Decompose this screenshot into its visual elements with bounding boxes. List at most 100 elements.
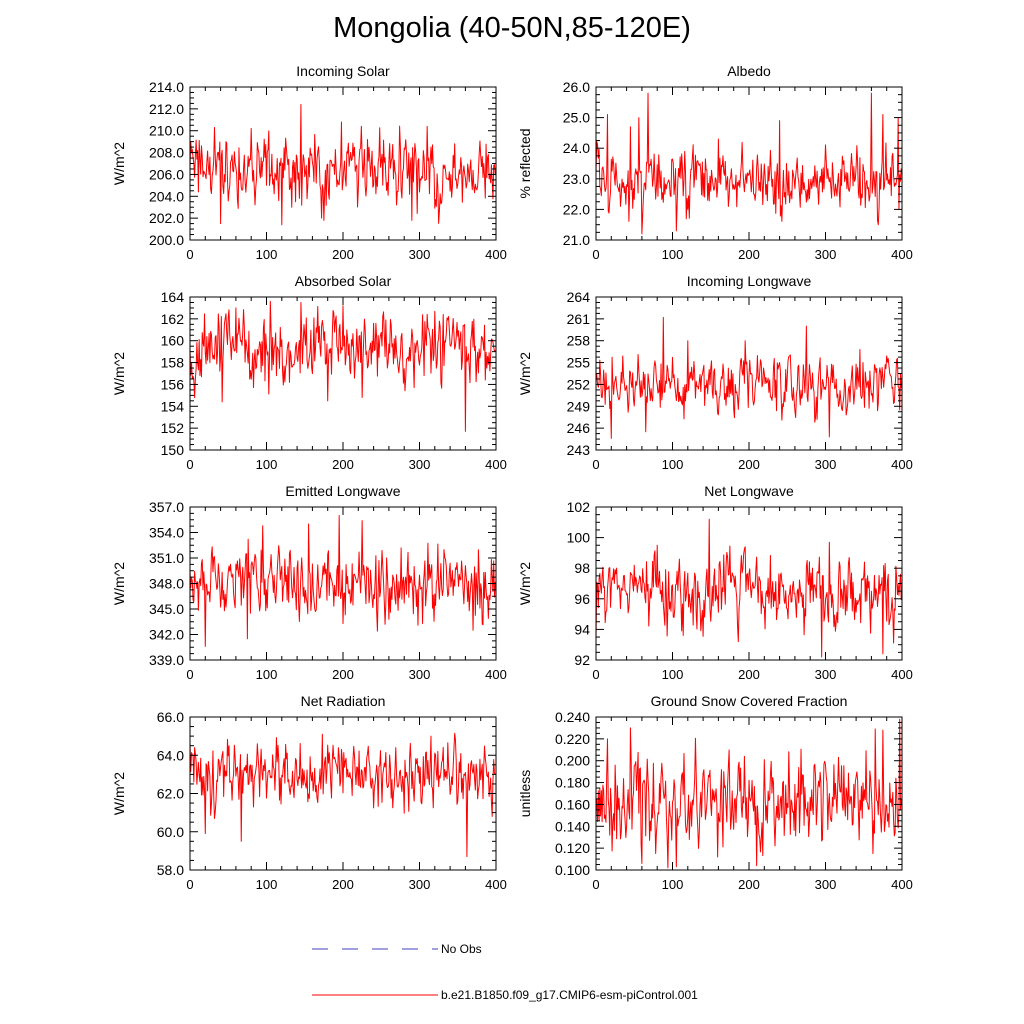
series-line: [595, 718, 902, 869]
x-tick-label: 200: [332, 247, 354, 262]
y-tick-label: 60.0: [157, 824, 184, 840]
y-tick-label: 150: [161, 442, 185, 458]
x-tick-label: 100: [256, 457, 278, 472]
panel-title: Incoming Solar: [296, 63, 390, 79]
chart-panel: Absorbed Solar W/m^2 0 100 200 300 400 150 152 15…: [111, 273, 507, 472]
y-tick-label: 0.100: [555, 862, 590, 878]
x-tick-label: 400: [485, 247, 507, 262]
x-tick-label: 0: [186, 247, 193, 262]
x-tick-label: 300: [815, 247, 837, 262]
x-tick-label: 0: [592, 247, 599, 262]
series-line: [595, 316, 902, 439]
chart-panel: Net Radiation W/m^2 0 100 200 300 400 58.0 60.0 6…: [111, 693, 507, 892]
y-tick-label: 160: [161, 333, 185, 349]
x-tick-label: 400: [485, 457, 507, 472]
series-line: [595, 518, 902, 658]
x-tick-label: 100: [256, 877, 278, 892]
series-line: [189, 103, 496, 226]
panel-title: Ground Snow Covered Fraction: [651, 693, 848, 709]
x-tick-label: 100: [662, 247, 684, 262]
y-tick-label: 255: [567, 355, 591, 371]
y-tick-label: 98: [574, 560, 590, 576]
y-tick-label: 26.0: [563, 79, 590, 95]
y-tick-label: 58.0: [157, 862, 184, 878]
y-tick-label: 212.0: [149, 101, 184, 117]
y-tick-label: 0.140: [555, 818, 590, 834]
y-tick-label: 94: [574, 621, 590, 637]
y-axis-label: W/m^2: [111, 352, 127, 395]
x-tick-label: 200: [332, 667, 354, 682]
y-tick-label: 22.0: [563, 201, 590, 217]
legend-model-line: [312, 994, 438, 996]
panel-title: Emitted Longwave: [285, 483, 400, 499]
x-tick-label: 100: [662, 457, 684, 472]
x-tick-label: 200: [332, 457, 354, 472]
x-tick-label: 400: [485, 667, 507, 682]
y-tick-label: 202.0: [149, 210, 184, 226]
y-axis-label: W/m^2: [111, 562, 127, 605]
x-tick-label: 200: [738, 247, 760, 262]
chart-panel: Emitted Longwave W/m^2 0 100 200 300 400 339.0 3…: [111, 483, 507, 682]
x-tick-label: 100: [256, 667, 278, 682]
x-tick-label: 200: [738, 877, 760, 892]
y-tick-label: 92: [574, 652, 590, 668]
x-tick-label: 300: [815, 457, 837, 472]
x-tick-label: 100: [256, 247, 278, 262]
panel-title: Net Longwave: [704, 483, 794, 499]
y-tick-label: 66.0: [157, 709, 184, 725]
y-tick-label: 62.0: [157, 786, 184, 802]
y-tick-label: 210.0: [149, 123, 184, 139]
x-tick-label: 0: [186, 877, 193, 892]
y-tick-label: 102: [567, 499, 591, 515]
y-tick-label: 0.160: [555, 796, 590, 812]
legend-obs-label: No Obs: [441, 942, 482, 956]
y-tick-label: 21.0: [563, 232, 590, 248]
y-tick-label: 261: [567, 311, 591, 327]
legend-obs-line: [312, 948, 438, 950]
y-tick-label: 158: [161, 355, 185, 371]
y-tick-label: 243: [567, 442, 591, 458]
y-tick-label: 152: [161, 420, 185, 436]
y-tick-label: 354.0: [149, 525, 184, 541]
y-tick-label: 0.240: [555, 709, 590, 725]
x-tick-label: 200: [738, 457, 760, 472]
y-tick-label: 345.0: [149, 601, 184, 617]
series-line: [189, 515, 496, 647]
x-tick-label: 0: [592, 457, 599, 472]
y-tick-label: 208.0: [149, 145, 184, 161]
y-tick-label: 342.0: [149, 627, 184, 643]
x-tick-label: 0: [592, 667, 599, 682]
x-tick-label: 400: [891, 247, 913, 262]
chart-panel: Albedo % reflected 0 100 200 300 400 21.0 22.0 23…: [517, 63, 913, 262]
y-tick-label: 0.120: [555, 840, 590, 856]
y-tick-label: 264: [567, 289, 591, 305]
x-tick-label: 300: [815, 877, 837, 892]
x-tick-label: 200: [332, 877, 354, 892]
y-tick-label: 100: [567, 530, 591, 546]
plot-frame: [189, 86, 497, 241]
panel-title: Albedo: [727, 63, 771, 79]
x-tick-label: 300: [409, 667, 431, 682]
y-tick-label: 154: [161, 398, 185, 414]
y-tick-label: 258: [567, 333, 591, 349]
x-tick-label: 400: [891, 667, 913, 682]
x-tick-label: 100: [662, 877, 684, 892]
x-tick-label: 0: [186, 457, 193, 472]
x-tick-label: 0: [592, 877, 599, 892]
y-tick-label: 204.0: [149, 188, 184, 204]
y-tick-label: 0.200: [555, 753, 590, 769]
x-tick-label: 300: [409, 457, 431, 472]
y-tick-label: 339.0: [149, 652, 184, 668]
x-tick-label: 300: [409, 247, 431, 262]
y-axis-label: % reflected: [517, 128, 533, 198]
x-tick-label: 0: [186, 667, 193, 682]
y-tick-label: 23.0: [563, 171, 590, 187]
y-tick-label: 249: [567, 398, 591, 414]
y-axis-label: W/m^2: [111, 772, 127, 815]
y-tick-label: 164: [161, 289, 185, 305]
panel-title: Absorbed Solar: [295, 273, 392, 289]
x-tick-label: 300: [815, 667, 837, 682]
y-tick-label: 162: [161, 311, 185, 327]
series-line: [595, 92, 902, 235]
